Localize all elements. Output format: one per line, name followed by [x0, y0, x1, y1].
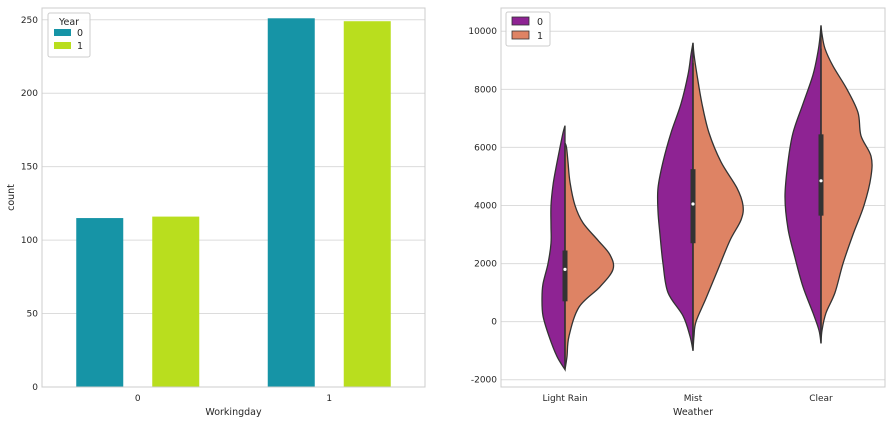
violin-half-left: [656, 42, 694, 351]
legend-label-year-0: 0: [77, 28, 83, 39]
legend-label-weather-0: 0: [537, 17, 543, 28]
y-tick-label: 10000: [468, 27, 497, 37]
x-tick-label: Clear: [809, 394, 833, 404]
y-tick-label: 200: [21, 89, 38, 99]
bar-chart-legend: Year 0 1: [47, 12, 91, 58]
bar-chart-y-ticks: 0 50 100 150 200 250: [21, 16, 38, 393]
y-tick-label: 8000: [474, 85, 497, 95]
violin-chart-x-axis-label: Weather: [673, 407, 713, 418]
bar: [267, 18, 315, 387]
x-tick-label: Light Rain: [542, 394, 587, 404]
y-tick-label: 250: [21, 16, 38, 26]
bar: [343, 21, 391, 388]
bar-chart-y-axis-label: count: [6, 184, 17, 211]
legend-label-year-1: 1: [77, 41, 83, 52]
bar: [76, 218, 124, 387]
legend-swatch-year-1: [54, 42, 71, 49]
violin-half-left: [541, 125, 566, 372]
y-tick-label: 0: [32, 383, 38, 393]
legend-swatch-weather-0: [511, 16, 530, 26]
violin-median-marker: [691, 202, 695, 206]
violin-half-right: [564, 142, 615, 370]
violin-half-right: [692, 42, 744, 351]
violin-chart-frame: [500, 7, 886, 388]
x-tick-label: 1: [326, 394, 332, 404]
y-tick-label: 2000: [474, 260, 497, 270]
violin-half-right: [820, 25, 873, 344]
violin-chart-violins: [541, 25, 873, 372]
violin-iqr-box: [562, 250, 568, 302]
legend-swatch-year-0: [54, 29, 71, 36]
violin-chart-panel: -2000 0 2000 4000 6000 8000 10000 Light Rain Mi…: [468, 7, 886, 418]
x-tick-label: Mist: [684, 394, 703, 404]
bar-chart-bars: [76, 18, 391, 388]
legend-label-weather-1: 1: [537, 31, 543, 42]
violin-chart-legend: 0 1: [505, 11, 551, 47]
y-tick-label: -2000: [471, 376, 497, 386]
y-tick-label: 50: [27, 310, 39, 320]
violin-chart-y-ticks: -2000 0 2000 4000 6000 8000 10000: [468, 27, 497, 386]
legend-swatch-weather-1: [511, 30, 530, 40]
bar-chart-legend-title: Year: [58, 17, 79, 28]
violin-half-left: [784, 25, 822, 344]
y-tick-label: 0: [491, 318, 497, 328]
y-tick-label: 100: [21, 236, 38, 246]
y-tick-label: 4000: [474, 201, 497, 211]
y-tick-label: 150: [21, 163, 38, 173]
violin-iqr-box: [690, 169, 696, 244]
bar-chart-frame: [41, 7, 426, 388]
bar-chart-x-axis-label: Workingday: [205, 407, 262, 418]
x-tick-label: 0: [135, 394, 141, 404]
violin-chart-x-ticks: Light Rain Mist Clear: [542, 394, 833, 404]
violin-iqr-box: [818, 134, 824, 216]
y-tick-label: 6000: [474, 143, 497, 153]
bar: [152, 216, 200, 387]
violin-median-marker: [819, 179, 823, 183]
violin-median-marker: [563, 267, 567, 271]
